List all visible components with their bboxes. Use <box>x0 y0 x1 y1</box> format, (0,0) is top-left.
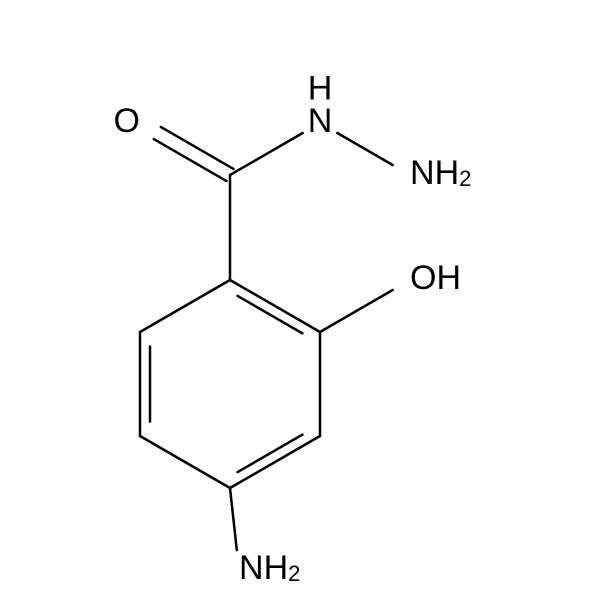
svg-text:O: O <box>114 102 140 140</box>
svg-text:NH2: NH2 <box>239 549 300 587</box>
svg-text:NH2: NH2 <box>410 154 471 192</box>
atom-O_dbl: O <box>114 102 140 140</box>
svg-text:H: H <box>308 70 333 108</box>
svg-text:OH: OH <box>410 259 461 297</box>
atom-OH: OH <box>410 259 461 297</box>
atom-N_nh: NH <box>308 70 333 140</box>
atom-NH2_bot: NH2 <box>239 549 300 587</box>
atom-N_nh2: NH2 <box>410 154 471 192</box>
molecule-diagram: O NH NH2 OH NH2 <box>0 0 600 600</box>
